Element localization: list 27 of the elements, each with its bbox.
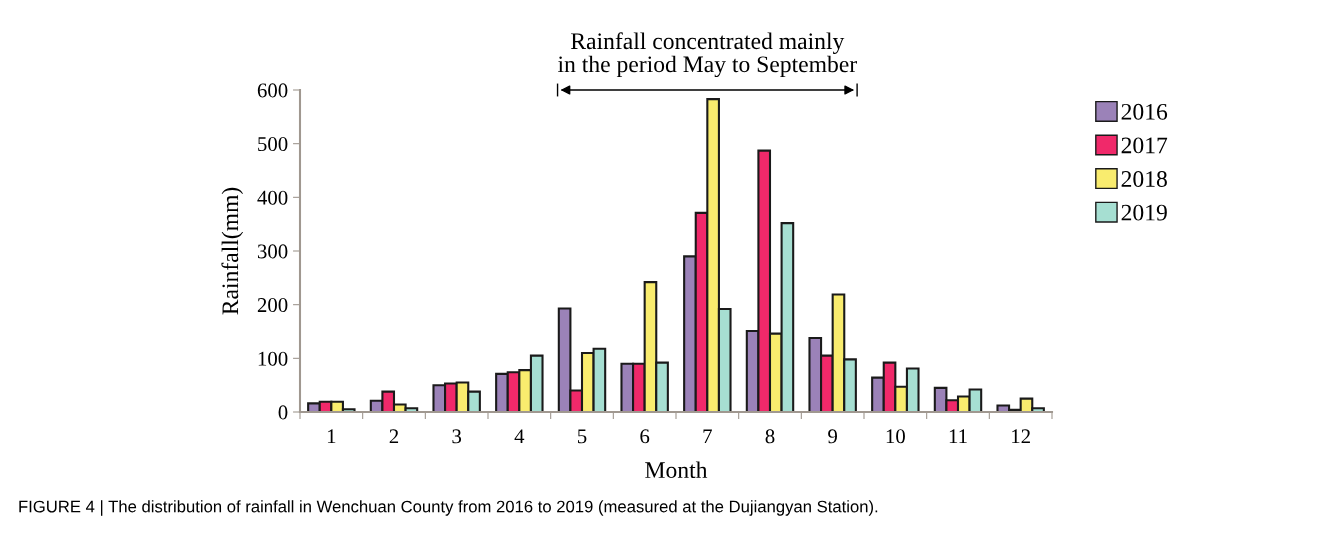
legend-label: 2018 — [1121, 171, 1167, 187]
text: Rainfall concentrated mainly in the period May to September — [558, 32, 857, 78]
x-tick-label: 2 — [389, 429, 399, 444]
legend-label: 2016 — [1121, 103, 1168, 120]
x-tick-label: 7 — [703, 429, 712, 444]
y-tick-label: 500 — [258, 137, 288, 152]
x-tick-label: 8 — [765, 429, 775, 444]
x-tick-label: 6 — [640, 429, 650, 444]
x-tick-label: 4 — [514, 429, 525, 444]
x-axis-title: Month — [645, 461, 708, 479]
x-tick-label: 10 — [886, 429, 905, 444]
x-tick-label: 9 — [828, 429, 838, 444]
y-tick-label: 200 — [257, 298, 288, 313]
legend-label: 2017 — [1121, 137, 1168, 154]
y-tick-label: 600 — [257, 83, 288, 98]
x-tick-label: 3 — [452, 429, 462, 444]
caption: FIGURE 4 | The distribution of rainfall in Wenchuan County from 2016 to 2019 (measured at the Dujiangyan Station). — [19, 500, 878, 516]
x-tick-label: 5 — [578, 429, 587, 444]
x-tick-label: 1 — [327, 429, 336, 444]
x-tick-label: 11 — [949, 429, 967, 444]
y-tick-label: 400 — [257, 190, 288, 205]
legend-label: 2019 — [1121, 204, 1167, 221]
y-tick-label: 100 — [258, 351, 288, 366]
y-tick-label: 0 — [278, 405, 288, 420]
y-axis-title: Rainfall(mm) — [221, 187, 244, 315]
x-tick-label: 12 — [1012, 429, 1030, 444]
y-tick-label: 300 — [257, 244, 288, 259]
